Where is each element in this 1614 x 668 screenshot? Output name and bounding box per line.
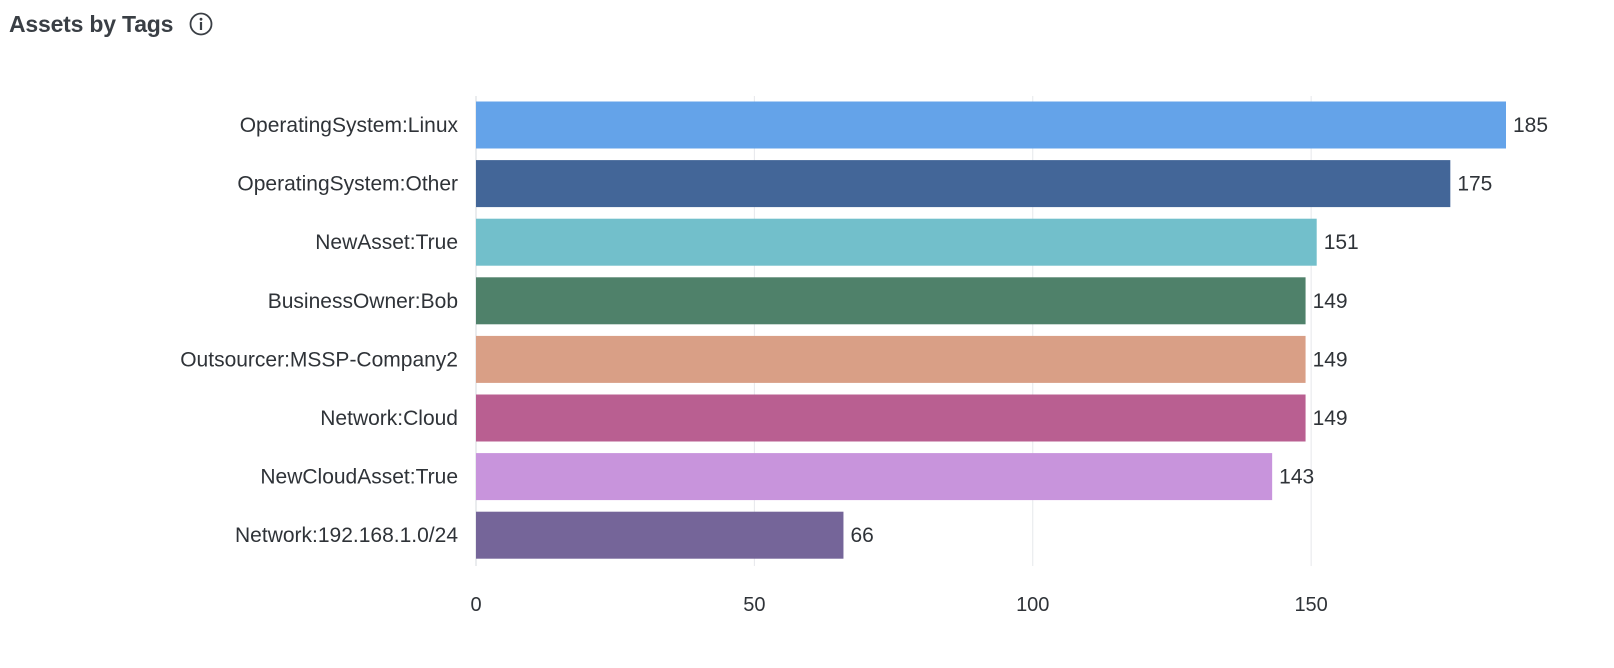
- bar[interactable]: [476, 394, 1306, 442]
- category-label: NewAsset:True: [315, 231, 458, 254]
- category-label: Outsourcer:MSSP-Company2: [180, 348, 458, 371]
- info-icon[interactable]: [189, 12, 213, 36]
- bar[interactable]: [476, 453, 1273, 501]
- bar[interactable]: [476, 335, 1306, 383]
- x-tick-label: 100: [1016, 594, 1049, 616]
- value-label: 66: [850, 524, 873, 547]
- bar[interactable]: [476, 160, 1451, 208]
- bar[interactable]: [476, 101, 1506, 149]
- value-label: 149: [1313, 407, 1348, 430]
- labels: 0 50 100 150 OperatingSystem:Linux 185 Operati…: [180, 114, 1548, 616]
- x-tick-label: 0: [470, 594, 481, 616]
- category-label: NewCloudAsset:True: [260, 466, 458, 489]
- x-tick-label: 150: [1294, 594, 1327, 616]
- value-label: 175: [1457, 173, 1492, 196]
- category-label: Network:Cloud: [320, 407, 458, 430]
- value-label: 143: [1279, 466, 1314, 489]
- chart-header: Assets by Tags: [9, 6, 213, 42]
- value-label: 149: [1313, 290, 1348, 313]
- category-label: OperatingSystem:Linux: [240, 114, 459, 137]
- value-label: 151: [1324, 231, 1359, 254]
- bar[interactable]: [476, 511, 844, 559]
- x-tick-label: 50: [743, 594, 765, 616]
- bar[interactable]: [476, 277, 1306, 325]
- value-label: 149: [1313, 348, 1348, 371]
- category-label: BusinessOwner:Bob: [268, 290, 458, 313]
- category-label: Network:192.168.1.0/24: [235, 524, 458, 547]
- chart-title: Assets by Tags: [9, 10, 174, 37]
- value-label: 185: [1513, 114, 1548, 137]
- bar[interactable]: [476, 218, 1317, 266]
- bars: [476, 101, 1506, 559]
- category-label: OperatingSystem:Other: [237, 173, 458, 196]
